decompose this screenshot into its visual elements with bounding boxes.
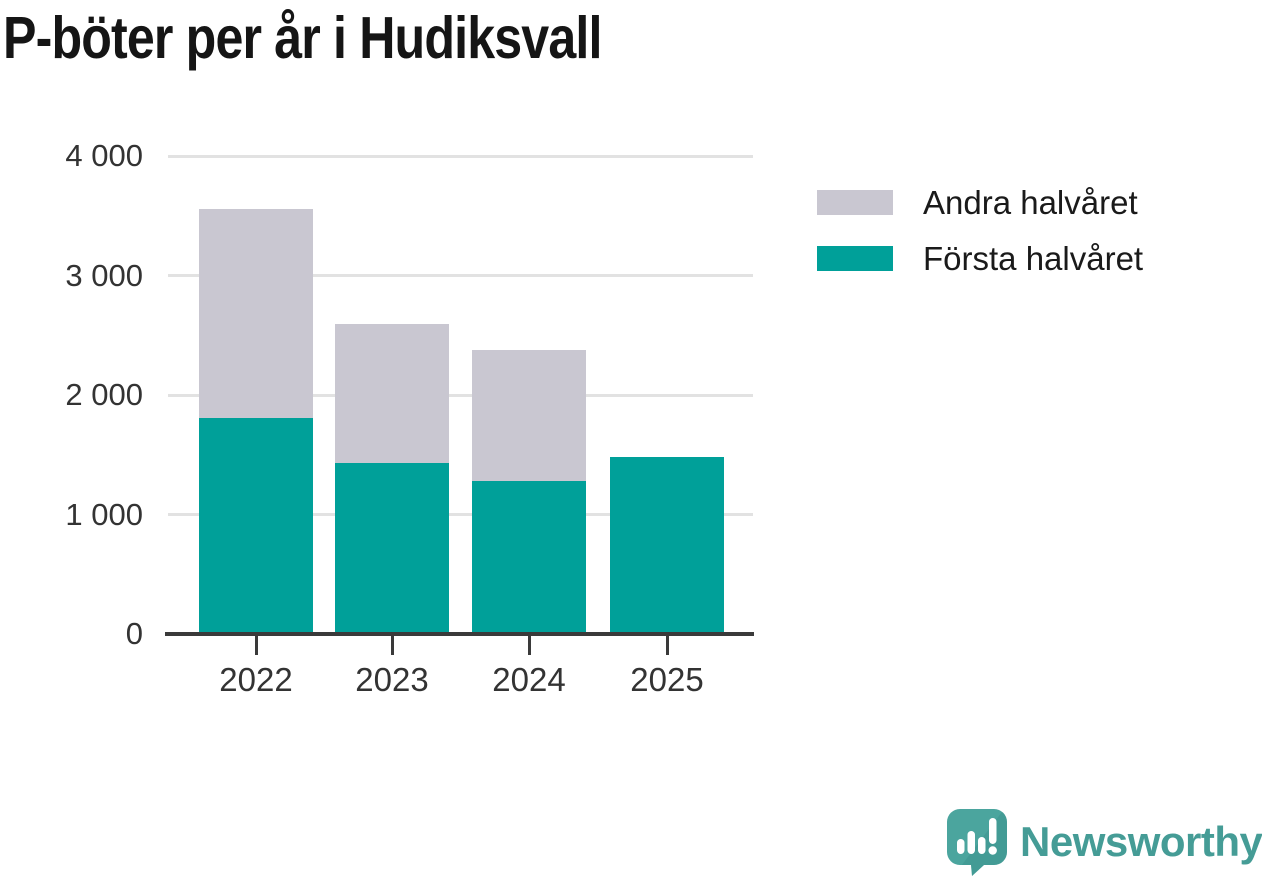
y-tick-label: 4 000	[65, 138, 143, 173]
bar-segment-forsta-halvaret	[335, 463, 449, 634]
y-tick-label: 0	[125, 616, 143, 651]
newsworthy-branding: Newsworthy	[946, 808, 1262, 876]
x-axis-tick	[390, 636, 394, 655]
bar-segment-andra-halvaret	[335, 324, 449, 464]
y-tick-label: 1 000	[65, 496, 143, 532]
x-tick-label: 2023	[355, 661, 429, 698]
y-tick-label: 3 000	[65, 257, 143, 293]
axis-baseline	[165, 632, 754, 636]
newsworthy-wordmark: Newsworthy	[1020, 818, 1262, 865]
gridline	[168, 513, 753, 516]
x-tick-label: 2024	[492, 661, 566, 698]
bar-segment-forsta-halvaret	[472, 481, 586, 634]
bar-segment-forsta-halvaret	[610, 457, 724, 634]
legend-label-andra-halvaret: Andra halvåret	[923, 184, 1138, 221]
x-axis-tick	[665, 636, 669, 655]
x-tick-label: 2025	[630, 661, 704, 698]
x-axis-tick	[254, 636, 258, 655]
bar-segment-forsta-halvaret	[199, 417, 313, 634]
legend-item-andra-halvaret: Andra halvåret	[817, 183, 1143, 222]
bar-segment-andra-halvaret	[199, 208, 313, 418]
x-tick-label: 2022	[219, 661, 293, 698]
legend-swatch-andra-halvaret	[817, 190, 893, 215]
bar-segment-andra-halvaret	[472, 349, 586, 482]
y-tick-label: 2 000	[65, 377, 143, 412]
gridline	[168, 393, 753, 397]
legend: Andra halvåret Första halvåret	[817, 183, 1143, 278]
gridline	[168, 154, 753, 158]
legend-swatch-forsta-halvaret	[817, 246, 893, 271]
gridline	[168, 274, 753, 277]
newsworthy-logo-icon	[947, 809, 1007, 876]
chart-title: P-böter per år i Hudiksvall	[3, 5, 602, 71]
legend-label-forsta-halvaret: Första halvåret	[923, 240, 1144, 277]
x-axis-tick	[527, 636, 531, 655]
legend-item-forsta-halvaret: Första halvåret	[817, 239, 1143, 278]
